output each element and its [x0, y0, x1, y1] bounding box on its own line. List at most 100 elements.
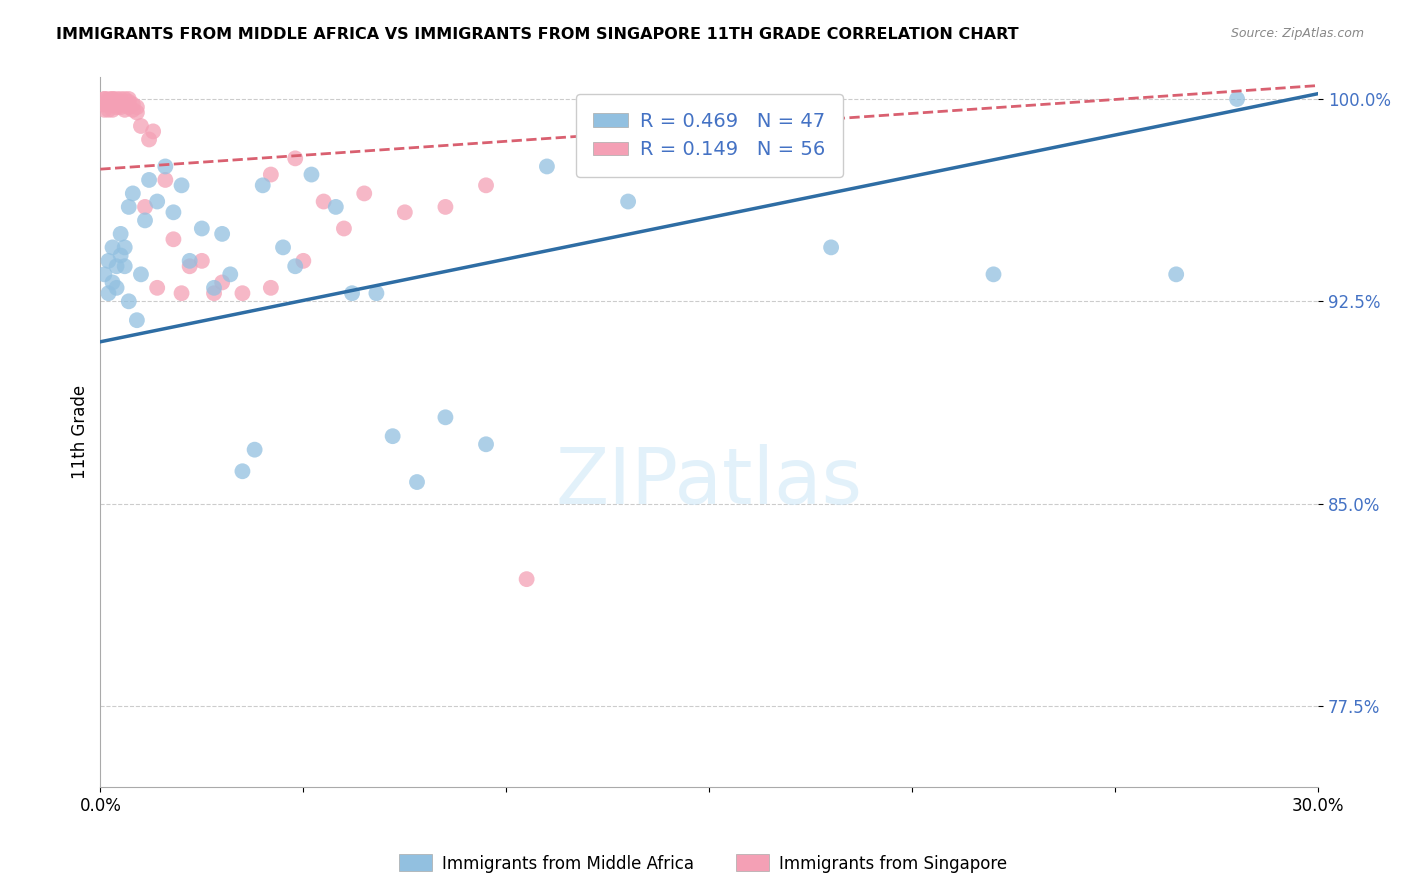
- Point: [366, 286, 388, 301]
- Point: [146, 194, 169, 209]
- Point: [134, 213, 156, 227]
- Point: [105, 259, 128, 273]
- Point: [97, 286, 120, 301]
- Point: [231, 464, 253, 478]
- Point: [118, 294, 141, 309]
- Point: [475, 178, 498, 193]
- Point: [434, 410, 457, 425]
- Point: [105, 281, 128, 295]
- Point: [121, 186, 143, 201]
- Point: [93, 97, 115, 112]
- Point: [179, 253, 201, 268]
- Point: [202, 281, 225, 295]
- Point: [284, 259, 307, 273]
- Point: [110, 100, 132, 114]
- Point: [97, 92, 120, 106]
- Point: [252, 178, 274, 193]
- Point: [97, 253, 120, 268]
- Legend: Immigrants from Middle Africa, Immigrants from Singapore: Immigrants from Middle Africa, Immigrant…: [392, 847, 1014, 880]
- Point: [301, 168, 323, 182]
- Point: [1166, 268, 1188, 282]
- Point: [101, 92, 124, 106]
- Point: [170, 286, 193, 301]
- Point: [125, 313, 148, 327]
- Point: [983, 268, 1005, 282]
- Point: [162, 232, 184, 246]
- Text: ZIPatlas: ZIPatlas: [555, 444, 863, 520]
- Point: [142, 124, 165, 138]
- Point: [101, 97, 124, 112]
- Point: [118, 95, 141, 109]
- Point: [110, 248, 132, 262]
- Point: [114, 92, 136, 106]
- Point: [129, 268, 152, 282]
- Point: [138, 173, 160, 187]
- Point: [105, 95, 128, 109]
- Point: [101, 276, 124, 290]
- Point: [146, 281, 169, 295]
- Point: [718, 140, 741, 154]
- Text: Source: ZipAtlas.com: Source: ZipAtlas.com: [1230, 27, 1364, 40]
- Point: [155, 160, 177, 174]
- Point: [243, 442, 266, 457]
- Point: [475, 437, 498, 451]
- Point: [434, 200, 457, 214]
- Point: [617, 194, 640, 209]
- Point: [110, 97, 132, 112]
- Text: IMMIGRANTS FROM MIDDLE AFRICA VS IMMIGRANTS FROM SINGAPORE 11TH GRADE CORRELATIO: IMMIGRANTS FROM MIDDLE AFRICA VS IMMIGRA…: [56, 27, 1019, 42]
- Point: [312, 194, 335, 209]
- Point: [118, 100, 141, 114]
- Point: [101, 103, 124, 117]
- Point: [97, 95, 120, 109]
- Point: [118, 92, 141, 106]
- Point: [170, 178, 193, 193]
- Point: [114, 240, 136, 254]
- Point: [292, 253, 315, 268]
- Point: [101, 240, 124, 254]
- Legend: R = 0.469   N = 47, R = 0.149   N = 56: R = 0.469 N = 47, R = 0.149 N = 56: [576, 95, 842, 177]
- Point: [284, 152, 307, 166]
- Point: [191, 253, 214, 268]
- Point: [271, 240, 294, 254]
- Point: [179, 259, 201, 273]
- Point: [155, 173, 177, 187]
- Point: [260, 168, 283, 182]
- Point: [394, 205, 416, 219]
- Point: [381, 429, 404, 443]
- Point: [333, 221, 356, 235]
- Point: [105, 92, 128, 106]
- Point: [121, 97, 143, 112]
- Point: [125, 105, 148, 120]
- Point: [219, 268, 242, 282]
- Point: [125, 100, 148, 114]
- Point: [93, 103, 115, 117]
- Point: [121, 103, 143, 117]
- Point: [93, 97, 115, 112]
- Point: [325, 200, 347, 214]
- Point: [93, 268, 115, 282]
- Point: [1226, 92, 1249, 106]
- Point: [110, 227, 132, 241]
- Point: [231, 286, 253, 301]
- Point: [110, 95, 132, 109]
- Point: [191, 221, 214, 235]
- Point: [110, 92, 132, 106]
- Y-axis label: 11th Grade: 11th Grade: [72, 385, 89, 479]
- Point: [101, 92, 124, 106]
- Point: [118, 200, 141, 214]
- Point: [340, 286, 363, 301]
- Point: [211, 227, 233, 241]
- Point: [516, 572, 538, 586]
- Point: [101, 97, 124, 112]
- Point: [97, 97, 120, 112]
- Point: [93, 92, 115, 106]
- Point: [211, 276, 233, 290]
- Point: [97, 103, 120, 117]
- Point: [260, 281, 283, 295]
- Point: [114, 103, 136, 117]
- Point: [93, 92, 115, 106]
- Point: [105, 100, 128, 114]
- Point: [536, 160, 558, 174]
- Point: [134, 200, 156, 214]
- Point: [114, 97, 136, 112]
